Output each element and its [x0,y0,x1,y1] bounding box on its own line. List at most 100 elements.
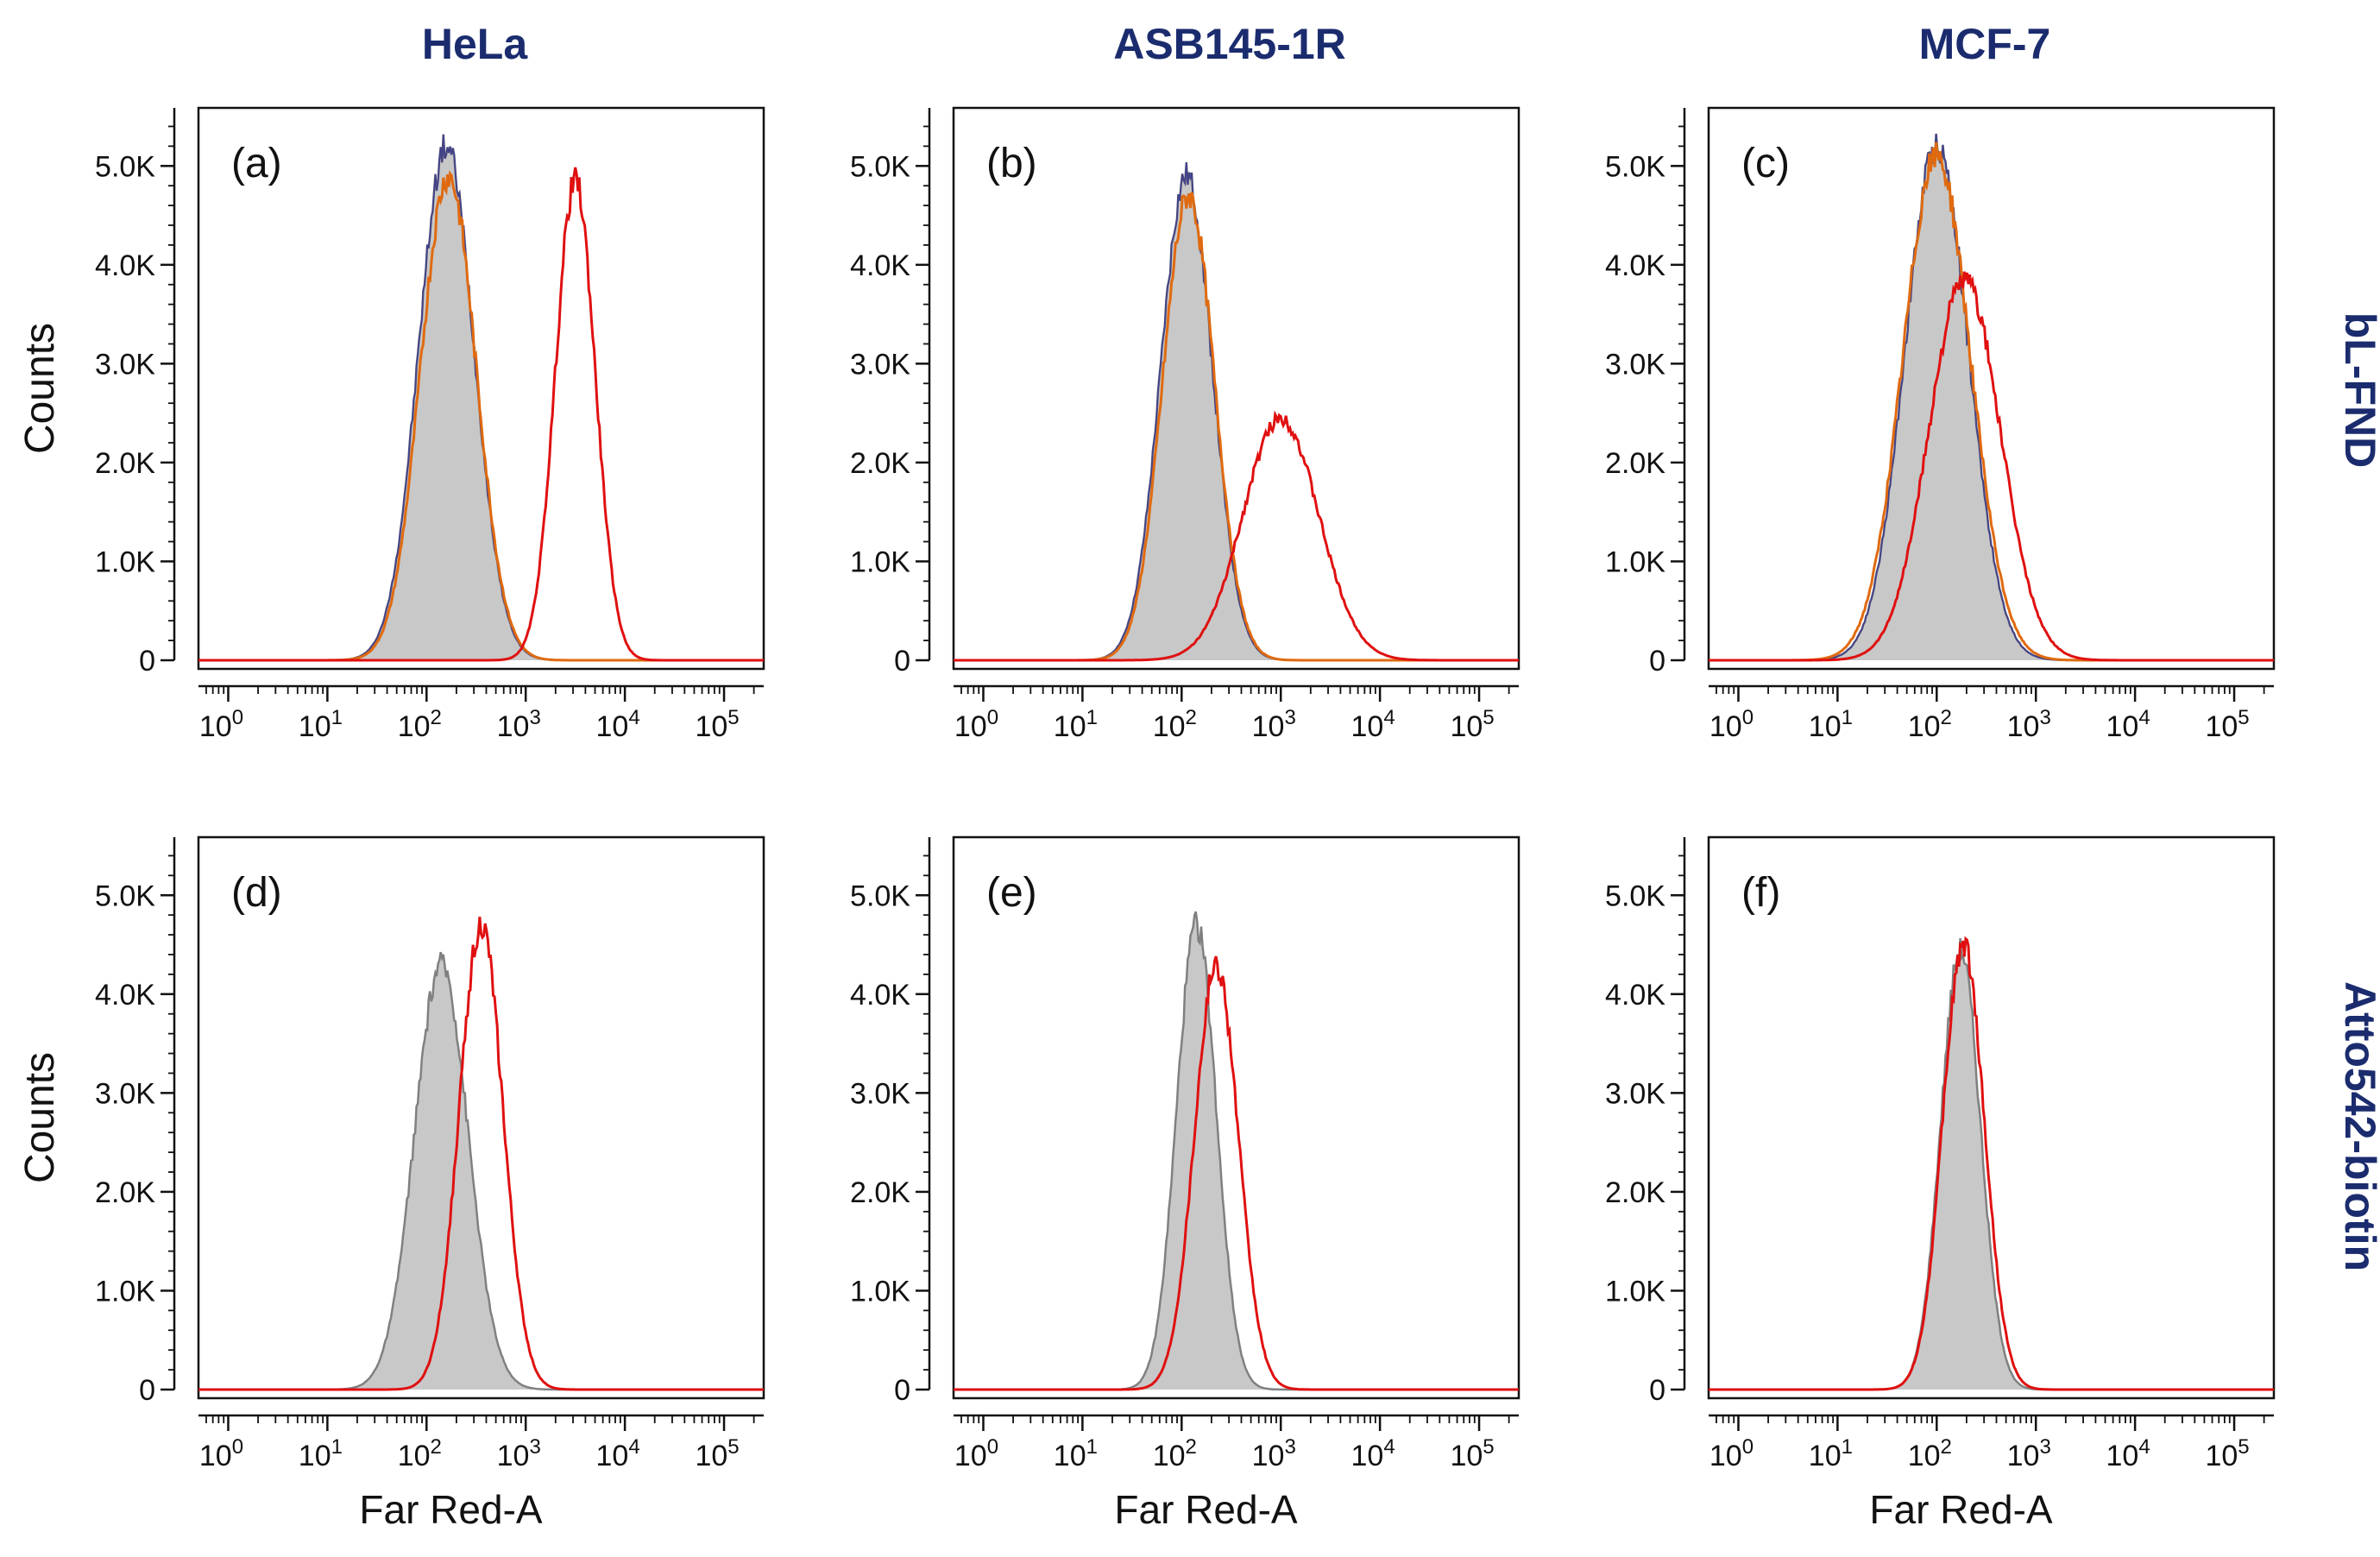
x-tick-label: 101 [1809,706,1853,743]
x-tick-label: 100 [199,706,243,743]
y-tick-label: 1.0K [850,1275,910,1308]
y-tick-label: 0 [894,645,910,678]
x-tick-label: 102 [1908,706,1952,743]
x-tick-label: 102 [398,706,442,743]
x-tick-label: 101 [1809,1435,1853,1472]
y-tick-label: 3.0K [850,348,910,381]
y-tick-label: 3.0K [95,348,155,381]
y-tick-label: 2.0K [95,447,155,480]
x-tick-label: 105 [1450,706,1494,743]
y-tick-label: 4.0K [850,249,910,282]
x-tick-label: 105 [2205,706,2249,743]
x-tick-label: 103 [2007,706,2051,743]
y-tick-label: 3.0K [1605,348,1665,381]
panel-label: (b) [986,141,1037,186]
y-tick-label: 5.0K [1605,150,1665,183]
y-tick-label: 4.0K [95,249,155,282]
x-tick-label: 100 [954,1435,998,1472]
y-tick-label: 3.0K [1605,1077,1665,1110]
y-tick-label: 0 [1649,645,1665,678]
y-tick-label: 4.0K [95,979,155,1012]
x-axis-title: Far Red-A [359,1487,542,1532]
histogram-control-fill [198,134,764,660]
x-tick-label: 104 [2106,706,2150,743]
x-tick-label: 102 [1908,1435,1952,1472]
x-tick-label: 104 [1351,706,1395,743]
row-title-bl-fnd: bL-FND [2336,312,2380,469]
y-tick-label: 1.0K [95,545,155,578]
x-tick-label: 102 [1153,1435,1197,1472]
panel-f: 0 1.0K 2.0K 3.0K 4.0K 5.0K 100 101 102 103 104 105 (… [1605,835,2276,1532]
x-tick-label: 100 [1709,706,1754,743]
y-tick-label: 2.0K [1605,447,1665,480]
histogram-sample-line [198,167,764,662]
panel-label: (f) [1741,870,1780,916]
x-tick-label: 104 [596,1435,640,1472]
histogram-sample-line [1709,936,2274,1391]
y-tick-label: 0 [139,645,155,678]
panel-a: 0 1.0K 2.0K 3.0K 4.0K 5.0K 100 101 102 103 104 105 (… [17,106,765,743]
panel-e: 0 1.0K 2.0K 3.0K 4.0K 5.0K 100 101 102 103 104 105 (… [850,835,1521,1532]
y-tick-label: 5.0K [95,150,155,183]
x-axis-title: Far Red-A [1114,1487,1297,1532]
y-tick-label: 0 [894,1374,910,1407]
histogram-control-fill [198,952,764,1390]
panel-label: (c) [1741,141,1790,186]
histogram-sample-line [954,955,1519,1391]
x-tick-label: 100 [199,1435,243,1472]
y-tick-label: 2.0K [95,1176,155,1209]
x-tick-label: 101 [299,1435,343,1472]
x-tick-label: 100 [954,706,998,743]
x-tick-label: 105 [1450,1435,1494,1472]
x-tick-label: 101 [1054,1435,1098,1472]
y-tick-label: 0 [139,1374,155,1407]
column-title-hela: HeLa [422,20,528,68]
panel-label: (d) [231,870,282,916]
panel-label: (e) [986,870,1037,916]
y-tick-label: 5.0K [95,879,155,912]
y-axis-title: Counts [17,1052,63,1183]
y-tick-label: 3.0K [850,1077,910,1110]
panel-c: 0 1.0K 2.0K 3.0K 4.0K 5.0K 100 101 102 103 104 105 (… [1605,106,2276,743]
y-tick-label: 0 [1649,1374,1665,1407]
x-tick-label: 104 [1351,1435,1395,1472]
panel-d: 0 1.0K 2.0K 3.0K 4.0K 5.0K 100 101 102 103 104 105 (… [17,835,765,1532]
y-tick-label: 2.0K [850,447,910,480]
histogram-sample-line [1709,271,2274,662]
histogram-sample-line [198,917,764,1391]
x-tick-label: 103 [1252,1435,1296,1472]
column-title-mcf-7: MCF-7 [1919,20,2051,68]
y-tick-label: 1.0K [1605,545,1665,578]
histogram-control-fill [1709,938,2274,1390]
y-tick-label: 1.0K [95,1275,155,1308]
y-tick-label: 2.0K [1605,1176,1665,1209]
y-tick-label: 5.0K [1605,879,1665,912]
x-tick-label: 103 [497,706,541,743]
row-title-atto542-biotin: Atto542-biotin [2336,981,2380,1271]
y-tick-label: 1.0K [850,545,910,578]
x-tick-label: 101 [1054,706,1098,743]
x-tick-label: 104 [596,706,640,743]
x-tick-label: 102 [398,1435,442,1472]
x-tick-label: 103 [2007,1435,2051,1472]
y-tick-label: 5.0K [850,150,910,183]
y-tick-label: 5.0K [850,879,910,912]
x-tick-label: 101 [299,706,343,743]
y-tick-label: 2.0K [850,1176,910,1209]
panel-label: (a) [231,141,282,186]
y-tick-label: 1.0K [1605,1275,1665,1308]
x-tick-label: 103 [497,1435,541,1472]
y-tick-label: 3.0K [95,1077,155,1110]
panels: 0 1.0K 2.0K 3.0K 4.0K 5.0K 100 101 102 103 104 105 (… [17,106,2276,1532]
y-tick-label: 4.0K [850,979,910,1012]
x-tick-label: 103 [1252,706,1296,743]
x-tick-label: 102 [1153,706,1197,743]
x-tick-label: 104 [2106,1435,2150,1472]
histogram-sample-line [954,410,1519,662]
y-tick-label: 4.0K [1605,979,1665,1012]
y-tick-label: 4.0K [1605,249,1665,282]
x-tick-label: 100 [1709,1435,1754,1472]
panel-b: 0 1.0K 2.0K 3.0K 4.0K 5.0K 100 101 102 103 104 105 (… [850,106,1521,743]
y-axis-title: Counts [17,323,63,454]
